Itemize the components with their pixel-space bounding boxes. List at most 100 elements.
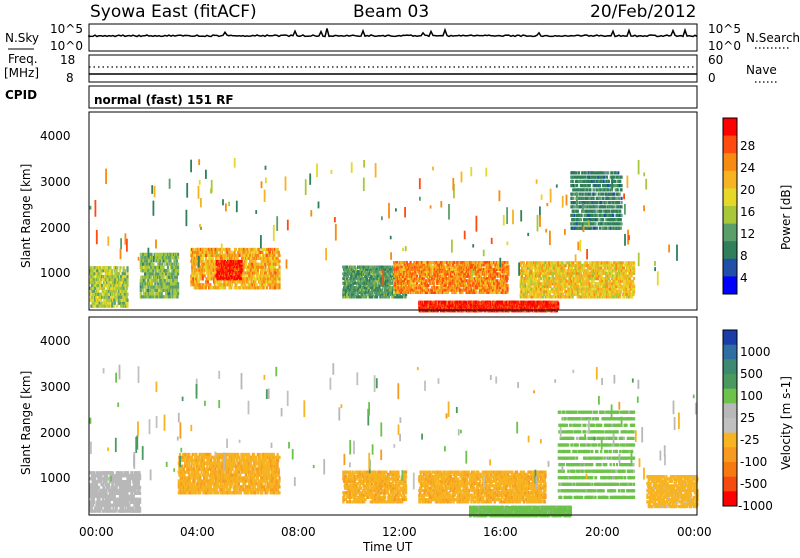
range-gate-cell — [276, 286, 278, 289]
range-gate-cell — [116, 284, 118, 287]
range-gate-cell — [270, 271, 272, 274]
range-gate-cell — [207, 280, 209, 283]
range-gate-cell — [211, 251, 213, 254]
range-gate-cell — [167, 266, 169, 269]
range-gate-cell — [177, 263, 179, 266]
range-gate-cell — [244, 286, 246, 289]
noise-right-tick-bottom: 10^0 — [708, 39, 741, 53]
range-gate-cell — [212, 257, 214, 260]
nave-label: Nave — [746, 63, 777, 77]
range-gate-cell — [213, 274, 215, 277]
station-title: Syowa East (fitACF) — [90, 2, 257, 22]
range-gate-cell — [149, 292, 151, 295]
range-gate-cell — [116, 299, 118, 302]
range-gate-cell — [98, 299, 100, 302]
range-gate-cell — [209, 248, 211, 251]
range-gate-cell — [124, 272, 126, 275]
power-scatter — [89, 158, 678, 312]
range-gate-cell — [273, 263, 275, 266]
range-gate-cell — [344, 266, 346, 269]
range-gate-cell — [244, 271, 246, 274]
range-gate-cell — [243, 263, 245, 266]
range-gate-cell — [168, 292, 170, 295]
range-gate-cell — [168, 282, 170, 285]
range-gate-cell — [242, 269, 244, 272]
range-gate-cell — [251, 263, 253, 266]
range-gate-cell — [94, 287, 96, 290]
range-gate-cell — [220, 280, 222, 283]
range-gate-cell — [256, 266, 258, 269]
range-gate-cell — [159, 256, 161, 259]
range-gate-cell — [254, 248, 256, 251]
range-gate-cell — [269, 251, 271, 254]
range-gate-cell — [159, 276, 161, 279]
range-gate-cell — [246, 269, 248, 272]
range-gate-cell — [226, 280, 228, 283]
range-gate-cell — [93, 302, 95, 305]
range-gate-cell — [109, 281, 111, 284]
range-gate-cell — [204, 283, 206, 286]
range-gate-cell — [142, 286, 144, 289]
range-gate-cell — [126, 296, 128, 299]
range-gate-cell — [273, 277, 275, 280]
range-gate-cell — [472, 261, 474, 264]
range-gate-cell — [152, 292, 154, 295]
range-gate-cell — [192, 271, 194, 274]
range-gate-cell — [251, 260, 253, 263]
range-gate-cell — [252, 251, 254, 254]
range-gate-cell — [93, 272, 95, 275]
range-gate-cell — [244, 283, 246, 286]
range-gate-cell — [114, 278, 116, 281]
range-gate-cell — [242, 257, 244, 260]
range-gate-cell — [150, 253, 152, 256]
range-gate-cell — [161, 289, 163, 292]
range-gate-cell — [109, 266, 111, 269]
range-gate-cell — [92, 278, 94, 281]
range-gate-cell — [253, 263, 255, 266]
range-gate-cell — [266, 254, 268, 257]
range-gate-cell — [275, 271, 277, 274]
range-gate-cell — [190, 277, 192, 280]
range-gate-cell — [245, 260, 247, 263]
range-gate-cell — [221, 257, 223, 260]
range-gate-cell — [278, 280, 280, 283]
range-gate-cell — [239, 286, 241, 289]
range-gate-cell — [165, 292, 167, 295]
range-gate-cell — [177, 286, 179, 289]
range-gate-cell — [113, 299, 115, 302]
range-gate-cell — [191, 266, 193, 269]
range-gate-cell — [157, 282, 159, 285]
range-gate-cell — [126, 266, 128, 269]
range-gate-cell — [106, 266, 108, 269]
range-gate-cell — [192, 277, 194, 280]
range-gate-cell — [202, 254, 204, 257]
range-gate-cell — [202, 283, 204, 286]
range-gate-cell — [113, 305, 115, 308]
range-gate-cell — [126, 278, 128, 281]
range-gate-cell — [159, 253, 161, 256]
range-gate-cell — [116, 305, 118, 308]
range-gate-cell — [116, 269, 118, 272]
range-gate-cell — [250, 257, 252, 260]
range-gate-cell — [158, 289, 160, 292]
range-gate-cell — [263, 286, 265, 289]
range-gate-cell — [274, 286, 276, 289]
range-gate-cell — [142, 282, 144, 285]
range-gate-cell — [202, 266, 204, 269]
range-gate-cell — [155, 256, 157, 259]
range-gate-cell — [110, 287, 112, 290]
range-gate-cell — [277, 248, 279, 251]
range-gate-cell — [354, 282, 356, 285]
range-gate-cell — [224, 254, 226, 257]
range-gate-cell — [244, 277, 246, 280]
range-gate-cell — [159, 259, 161, 262]
range-gate-cell — [201, 286, 203, 289]
range-gate-cell — [99, 266, 101, 269]
noise-left-tick-bottom: 10^0 — [50, 39, 83, 53]
range-gate-cell — [103, 287, 105, 290]
range-gate-cell — [273, 251, 275, 254]
range-gate-cell — [144, 272, 146, 275]
range-gate-cell — [93, 275, 95, 278]
range-gate-cell — [258, 266, 260, 269]
range-gate-cell — [126, 272, 128, 275]
